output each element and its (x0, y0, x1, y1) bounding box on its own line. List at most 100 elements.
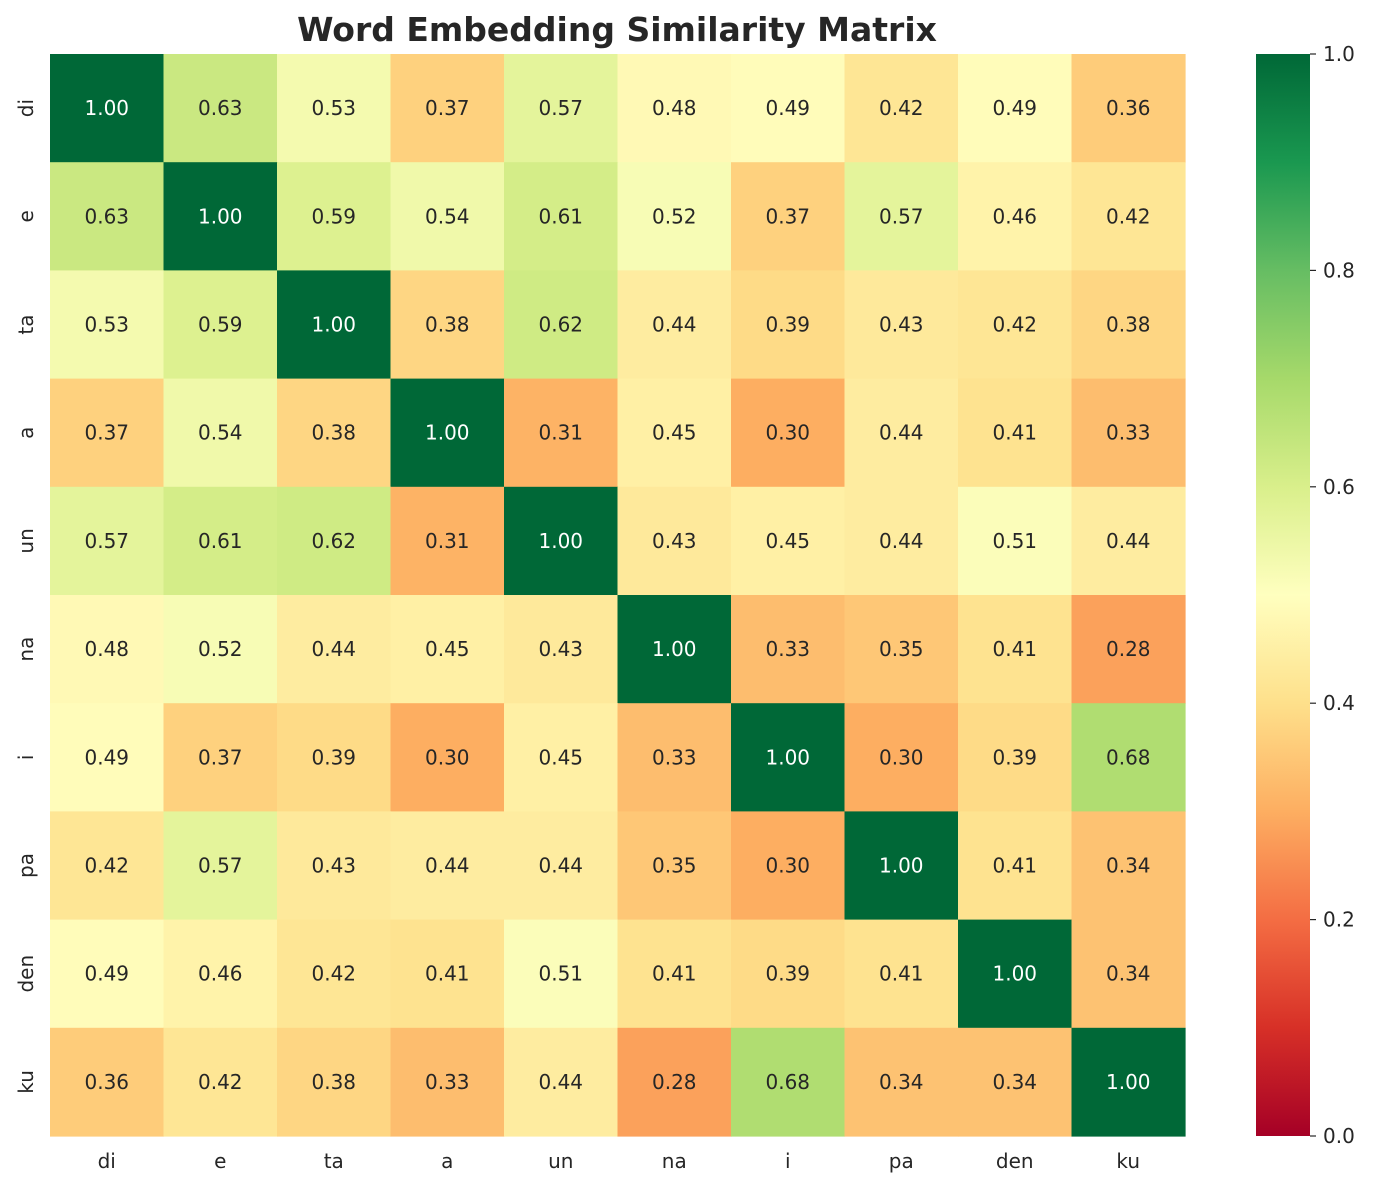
cell-value-label: 0.38 (425, 313, 470, 337)
colorbar-tick-label: 0.0 (1323, 1124, 1355, 1148)
cell-value-label: 0.44 (538, 854, 583, 878)
x-tick-label: i (785, 1149, 791, 1173)
cell-value-label: 0.33 (425, 1070, 470, 1094)
cell-value-label: 0.41 (879, 962, 924, 986)
heatmap-cell-a-a (390, 378, 505, 488)
heatmap-cell-pa-di (50, 811, 165, 921)
heatmap-cell-den-e (163, 919, 278, 1029)
cell-value-label: 0.34 (1106, 962, 1151, 986)
y-tick-label: a (14, 427, 38, 439)
heatmap-cell-un-ku (1071, 486, 1186, 596)
heatmap-cell-i-di (50, 703, 165, 812)
heatmap-cell-den-i (731, 919, 846, 1029)
heatmap-cell-un-di (50, 486, 165, 596)
heatmap-cell-na-un (504, 595, 619, 704)
cell-value-label: 0.44 (652, 313, 697, 337)
heatmap-cell-di-e (163, 54, 278, 163)
y-tick-label: e (14, 210, 38, 222)
heatmap-cell-e-un (504, 162, 619, 271)
heatmap-cell-ku-a (390, 1027, 505, 1137)
y-tick-label: i (14, 755, 38, 761)
heatmap-cell-i-na (617, 703, 732, 812)
heatmap-cell-di-ta (277, 54, 392, 163)
cell-value-label: 0.53 (311, 96, 356, 120)
heatmap-cell-den-pa (844, 919, 959, 1029)
x-tick-label: un (548, 1149, 573, 1173)
cell-value-label: 0.51 (538, 962, 583, 986)
heatmap-cell-pa-i (731, 811, 846, 921)
heatmap-cell-ku-ta (277, 1027, 392, 1137)
cell-value-label: 0.57 (84, 529, 129, 553)
heatmap-cell-pa-un (504, 811, 619, 921)
heatmap-cell-ku-na (617, 1027, 732, 1137)
cell-value-label: 0.38 (311, 421, 356, 445)
colorbar-tick-label: 0.6 (1323, 475, 1355, 499)
cell-value-label: 0.53 (84, 313, 129, 337)
cell-value-label: 1.00 (992, 962, 1037, 986)
cell-value-label: 0.61 (198, 529, 243, 553)
cell-value-label: 0.37 (425, 96, 470, 120)
heatmap-cell-e-a (390, 162, 505, 271)
heatmap-cell-un-ta (277, 486, 392, 596)
heatmap-cell-a-den (958, 378, 1073, 488)
cell-value-label: 0.43 (538, 637, 583, 661)
cell-value-label: 0.49 (84, 962, 129, 986)
cell-value-label: 0.61 (538, 204, 583, 228)
heatmap-cell-e-den (958, 162, 1073, 271)
cell-value-label: 0.42 (879, 96, 924, 120)
x-tick-label: den (996, 1149, 1034, 1173)
heatmap-cell-den-ta (277, 919, 392, 1029)
x-tick-label: ku (1116, 1149, 1140, 1173)
cell-value-label: 0.43 (879, 313, 924, 337)
heatmap-cell-a-ku (1071, 378, 1186, 488)
heatmap-cell-a-i (731, 378, 846, 488)
heatmap-cell-pa-pa (844, 811, 959, 921)
heatmap-cell-i-i (731, 703, 846, 812)
heatmap-cell-na-e (163, 595, 278, 704)
heatmap-cell-na-pa (844, 595, 959, 704)
heatmap-cell-ku-den (958, 1027, 1073, 1137)
cell-value-label: 0.30 (425, 745, 470, 769)
cell-value-label: 0.42 (198, 1070, 243, 1094)
heatmap-cell-ta-pa (844, 270, 959, 380)
cell-value-label: 0.52 (198, 637, 243, 661)
heatmap-cell-e-i (731, 162, 846, 271)
y-tick-label: na (14, 637, 38, 662)
cell-value-label: 1.00 (652, 637, 697, 661)
cell-value-label: 0.30 (765, 854, 810, 878)
heatmap-cell-ta-di (50, 270, 165, 380)
heatmap-cell-na-i (731, 595, 846, 704)
heatmap-cell-un-pa (844, 486, 959, 596)
cell-value-label: 0.34 (879, 1070, 924, 1094)
heatmap-cell-e-ta (277, 162, 392, 271)
cell-value-label: 0.63 (198, 96, 243, 120)
cell-value-label: 1.00 (425, 421, 470, 445)
cell-value-label: 0.45 (538, 745, 583, 769)
heatmap-cell-na-di (50, 595, 165, 704)
heatmap-cell-di-di (50, 54, 165, 163)
cell-value-label: 0.57 (879, 204, 924, 228)
heatmap-cell-ta-na (617, 270, 732, 380)
heatmap-cell-ta-ku (1071, 270, 1186, 380)
cell-value-label: 0.49 (992, 96, 1037, 120)
chart-title: Word Embedding Similarity Matrix (297, 10, 937, 49)
cell-value-label: 0.31 (425, 529, 470, 553)
x-tick-label: pa (889, 1149, 914, 1173)
cell-value-label: 0.39 (311, 745, 356, 769)
cell-value-label: 0.41 (425, 962, 470, 986)
cell-value-label: 0.54 (198, 421, 243, 445)
cell-value-label: 0.46 (992, 204, 1037, 228)
cell-value-label: 0.45 (652, 421, 697, 445)
heatmap-cell-e-e (163, 162, 278, 271)
heatmap-cell-a-pa (844, 378, 959, 488)
cell-value-label: 0.45 (765, 529, 810, 553)
cell-value-label: 0.42 (992, 313, 1037, 337)
cell-value-label: 0.48 (84, 637, 129, 661)
heatmap-cell-na-den (958, 595, 1073, 704)
cell-value-label: 0.45 (425, 637, 470, 661)
heatmap-cell-un-den (958, 486, 1073, 596)
heatmap-cell-a-ta (277, 378, 392, 488)
cell-value-label: 0.33 (1106, 421, 1151, 445)
heatmap-cell-di-pa (844, 54, 959, 163)
cell-value-label: 0.37 (765, 204, 810, 228)
